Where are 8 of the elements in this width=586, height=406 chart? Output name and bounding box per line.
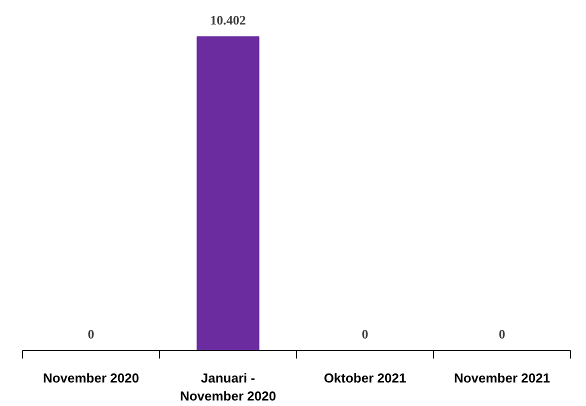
x-tick-label: Januari - November 2020 — [180, 370, 276, 404]
data-label: 0 — [498, 326, 506, 342]
x-tick-label: Oktober 2021 — [324, 370, 406, 386]
data-label: 0 — [362, 326, 368, 342]
x-tick-label: November 2020 — [42, 370, 140, 386]
data-label: 0 — [88, 326, 94, 342]
x-tick-label: November 2021 — [454, 370, 550, 386]
data-label: 10.402 — [210, 12, 246, 28]
